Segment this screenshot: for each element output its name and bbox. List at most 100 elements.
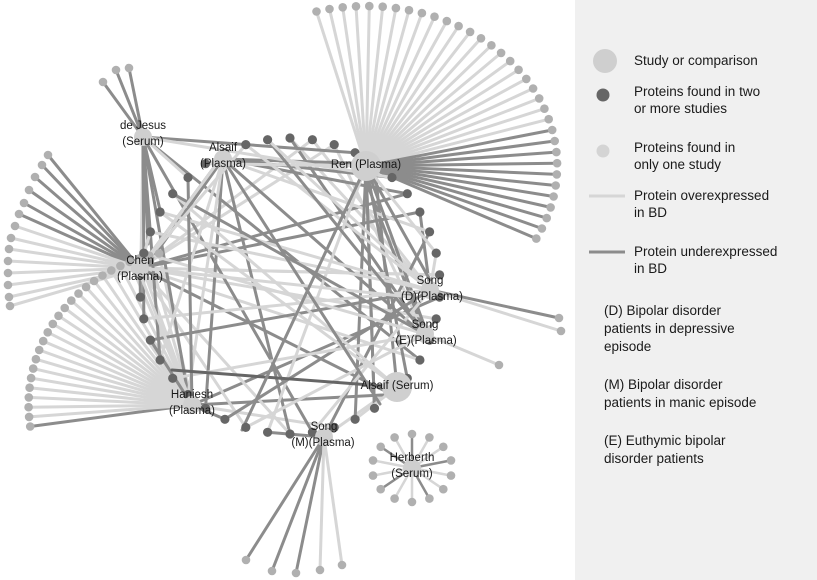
shared-protein-node (145, 335, 155, 345)
ren-unique-protein-node (544, 114, 553, 124)
chen-unique-protein-node (4, 292, 14, 302)
haniesh-unique-edge (28, 386, 194, 407)
ren-unique-protein-node (547, 125, 557, 135)
shared-protein-node (200, 403, 211, 413)
shared-protein-symbol (596, 88, 610, 102)
note-euthymic-line2: disorder patients (604, 451, 704, 466)
herberth-unique-protein-node (368, 456, 378, 465)
haniesh-unique-edge (29, 376, 194, 407)
ren-unique-protein-node (534, 94, 544, 103)
song-m-unique-edge (270, 435, 326, 573)
herberth-unique-protein-node (425, 433, 434, 442)
legend-under-label: Protein underexpressed in BD (634, 243, 777, 277)
study-label-song-m-line1: Song (311, 421, 338, 433)
study-label-dejesus-line2: (Serum) (122, 136, 164, 148)
song-e-unique-protein-node (494, 360, 504, 370)
study-node-dejesus (134, 128, 152, 146)
legend-item-study: Study or comparison (575, 44, 817, 76)
ren-unique-protein-node (338, 3, 348, 12)
haniesh-unique-protein-node (24, 393, 34, 402)
study-label-chen: Chen (Plasma) (117, 255, 163, 283)
shared-protein-edge (171, 192, 399, 389)
shared-protein-edge (204, 162, 368, 168)
legend-over-line2: in BD (634, 205, 668, 220)
chen-unique-protein-node (10, 221, 20, 231)
haniesh-unique-protein-node (34, 345, 44, 355)
haniesh-unique-protein-node (38, 336, 48, 346)
shared-protein-node (369, 403, 380, 413)
label-layer: de Jesus (Serum) Alsaif (Plasma) Ren (Pl… (117, 120, 463, 480)
chen-unique-edge (6, 266, 142, 287)
haniesh-unique-edge (51, 322, 194, 407)
legend-unique-line2: only one study (634, 157, 722, 172)
shared-protein-edge (141, 135, 146, 255)
chen-unique-edge (17, 212, 142, 270)
study-label-alsaif-serum-line1: Alsaif (Serum) (361, 380, 434, 392)
ren-unique-edge (364, 164, 549, 220)
haniesh-unique-protein-node (67, 296, 76, 305)
shared-protein-edge (171, 192, 427, 336)
note-euthymic: (E) Euthymic bipolar disorder patients (604, 432, 809, 468)
ren-unique-protein-node (430, 12, 439, 21)
chen-unique-edge (13, 224, 142, 270)
shared-protein-edge (240, 164, 368, 432)
ren-unique-edge (364, 11, 424, 168)
underexpressed-line-symbol (589, 250, 625, 254)
shared-protein-node (415, 355, 425, 365)
legend-shared-line2: or more studies (634, 101, 728, 116)
shared-protein-edge (266, 138, 427, 336)
shared-protein-node (431, 314, 441, 324)
study-label-chen-line1: Chen (126, 255, 154, 267)
haniesh-unique-edge (118, 264, 194, 407)
ren-unique-edge (364, 4, 371, 168)
chen-unique-edge (8, 266, 142, 308)
legend-unique-label: Proteins found in only one study (634, 139, 735, 173)
legend-unique-line1: Proteins found in (634, 140, 736, 155)
herberth-unique-protein-node (376, 442, 386, 452)
shared-protein-node (200, 159, 211, 169)
haniesh-unique-edge (34, 357, 194, 407)
shared-protein-edge (158, 210, 399, 389)
legend-shared-label: Proteins found in two or more studies (634, 83, 760, 117)
overexpressed-line-symbol (589, 194, 625, 198)
study-label-dejesus: de Jesus (Serum) (120, 120, 166, 148)
ren-unique-protein-node (550, 136, 559, 146)
legend-item-unique-protein: Proteins found in only one study (575, 138, 817, 174)
study-label-dejesus-line1: de Jesus (120, 120, 166, 132)
study-label-alsaif-plasma: Alsaif (Plasma) (200, 142, 246, 170)
shared-protein-edge (171, 332, 427, 380)
shared-protein-node (168, 189, 178, 199)
shared-protein-edge (364, 164, 438, 255)
shared-protein-edge (266, 164, 368, 434)
ren-unique-edge (328, 7, 368, 168)
chen-unique-protein-node (3, 280, 13, 290)
shared-protein-edge (221, 157, 382, 406)
ren-unique-edge (364, 128, 554, 168)
shared-protein-edge (158, 157, 225, 362)
study-node-symbol (593, 49, 617, 73)
shared-protein-node (263, 135, 273, 145)
shared-protein-node (241, 140, 251, 150)
shared-protein-edge (138, 151, 227, 270)
ren-unique-edge (364, 59, 512, 168)
song-m-unique-protein-node (315, 565, 325, 575)
shared-protein-node (139, 314, 149, 324)
dejesus-unique-protein-node (98, 77, 108, 87)
chen-unique-edge (46, 153, 142, 270)
shared-protein-node (425, 227, 435, 237)
haniesh-unique-protein-node (98, 271, 107, 280)
haniesh-unique-protein-node (31, 354, 41, 364)
chen-unique-protein-node (14, 209, 24, 219)
dejesus-unique-edge (114, 68, 145, 139)
chen-unique-edge (22, 201, 142, 270)
haniesh-unique-protein-node (48, 319, 58, 329)
shared-protein-edge (138, 266, 248, 429)
study-node-song_m (315, 428, 333, 446)
legend-shared-line1: Proteins found in two (634, 84, 761, 99)
study-label-song-d-line2: (D)(Plasma) (401, 291, 463, 303)
haniesh-unique-protein-node (125, 257, 134, 267)
study-node-alsaif_s (382, 372, 412, 402)
shared-protein-node (183, 172, 193, 183)
herberth-unique-protein-node (390, 433, 399, 442)
shared-protein-edge (138, 266, 412, 299)
